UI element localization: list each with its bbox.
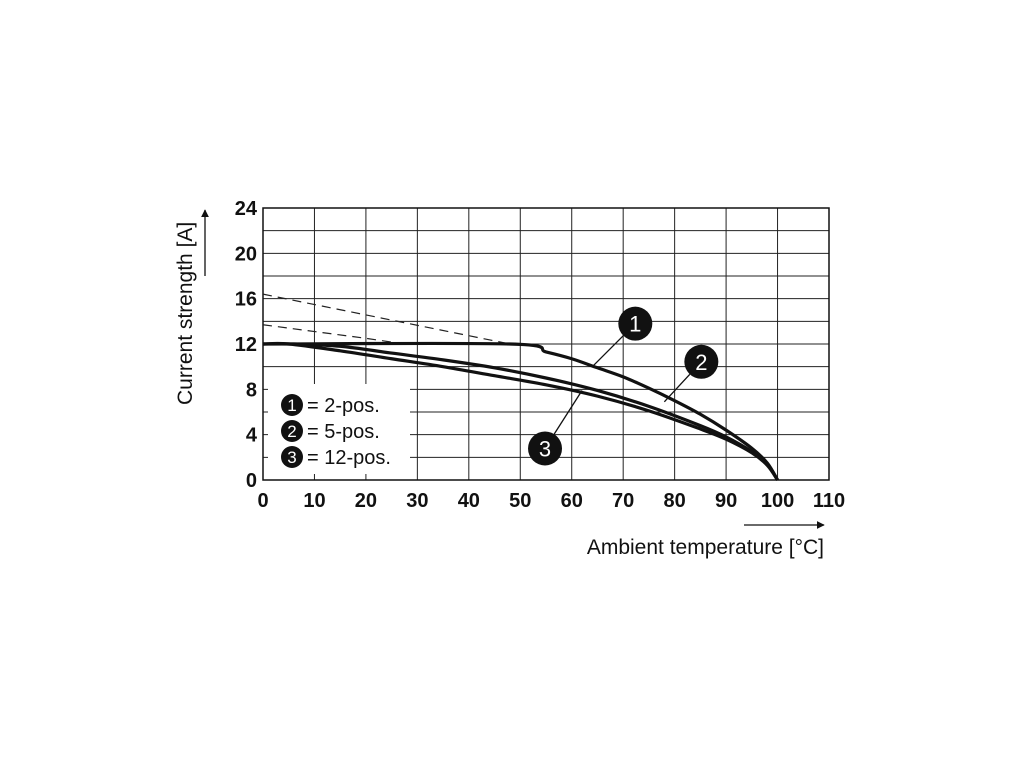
- legend-marker-number: 2: [287, 422, 296, 441]
- series-line-1: [262, 341, 779, 481]
- x-tick-label: 0: [257, 490, 268, 512]
- legend-entry-label: = 12-pos.: [307, 447, 391, 469]
- x-tick-label: 60: [561, 490, 583, 512]
- dashed-extrapolation-line: [262, 324, 397, 344]
- x-axis-label: Ambient temperature [°C]: [587, 536, 824, 559]
- callouts: 1 2 3: [528, 306, 719, 466]
- y-tick-label: 16: [235, 289, 257, 311]
- y-tick-label: 20: [235, 243, 257, 265]
- callout-number: 3: [539, 436, 551, 461]
- legend-marker-number: 1: [287, 396, 296, 415]
- legend-entry-label: = 5-pos.: [307, 421, 380, 443]
- callout-badge: [528, 431, 563, 466]
- dashed-extrapolations: [262, 293, 511, 345]
- x-tick-label: 50: [509, 490, 531, 512]
- y-tick-label: 4: [246, 425, 258, 447]
- y-tick-label: 24: [235, 198, 258, 220]
- x-tick-label: 70: [612, 490, 634, 512]
- x-tick-label: 10: [303, 490, 325, 512]
- callout-leader-line: [553, 390, 583, 435]
- y-tick-label: 12: [235, 334, 257, 356]
- x-tick-label: 110: [813, 490, 845, 512]
- x-tick-label: 20: [355, 490, 377, 512]
- callout-leader-line: [591, 335, 624, 368]
- legend-marker-badge: [281, 446, 303, 468]
- series-line-3: [262, 341, 779, 481]
- x-tick-label: 90: [715, 490, 737, 512]
- callout-badge: [684, 344, 719, 379]
- y-axis-label: Current strength [A]: [174, 222, 197, 405]
- x-tick-label: 80: [664, 490, 686, 512]
- callout-number: 2: [695, 350, 707, 375]
- callout-badge: [618, 306, 653, 341]
- dashed-extrapolation-line: [262, 293, 511, 345]
- callout-number: 1: [629, 312, 641, 337]
- legend-entry-label: = 2-pos.: [307, 395, 380, 417]
- x-tick-label: 100: [761, 490, 794, 512]
- legend-marker-badge: [281, 420, 303, 442]
- series-lines: [262, 341, 779, 481]
- callout-leader-line: [663, 373, 691, 403]
- legend: 1 = 2-pos. 2 = 5-pos. 3 = 12-pos.: [268, 384, 410, 474]
- legend-marker-number: 3: [287, 448, 296, 467]
- x-tick-label: 40: [458, 490, 480, 512]
- x-tick-label: 30: [406, 490, 428, 512]
- axis-labels: Ambient temperature [°C] Current strength…: [174, 209, 825, 559]
- legend-marker-badge: [281, 394, 303, 416]
- y-tick-label: 8: [246, 379, 257, 401]
- y-tick-label: 0: [246, 470, 257, 492]
